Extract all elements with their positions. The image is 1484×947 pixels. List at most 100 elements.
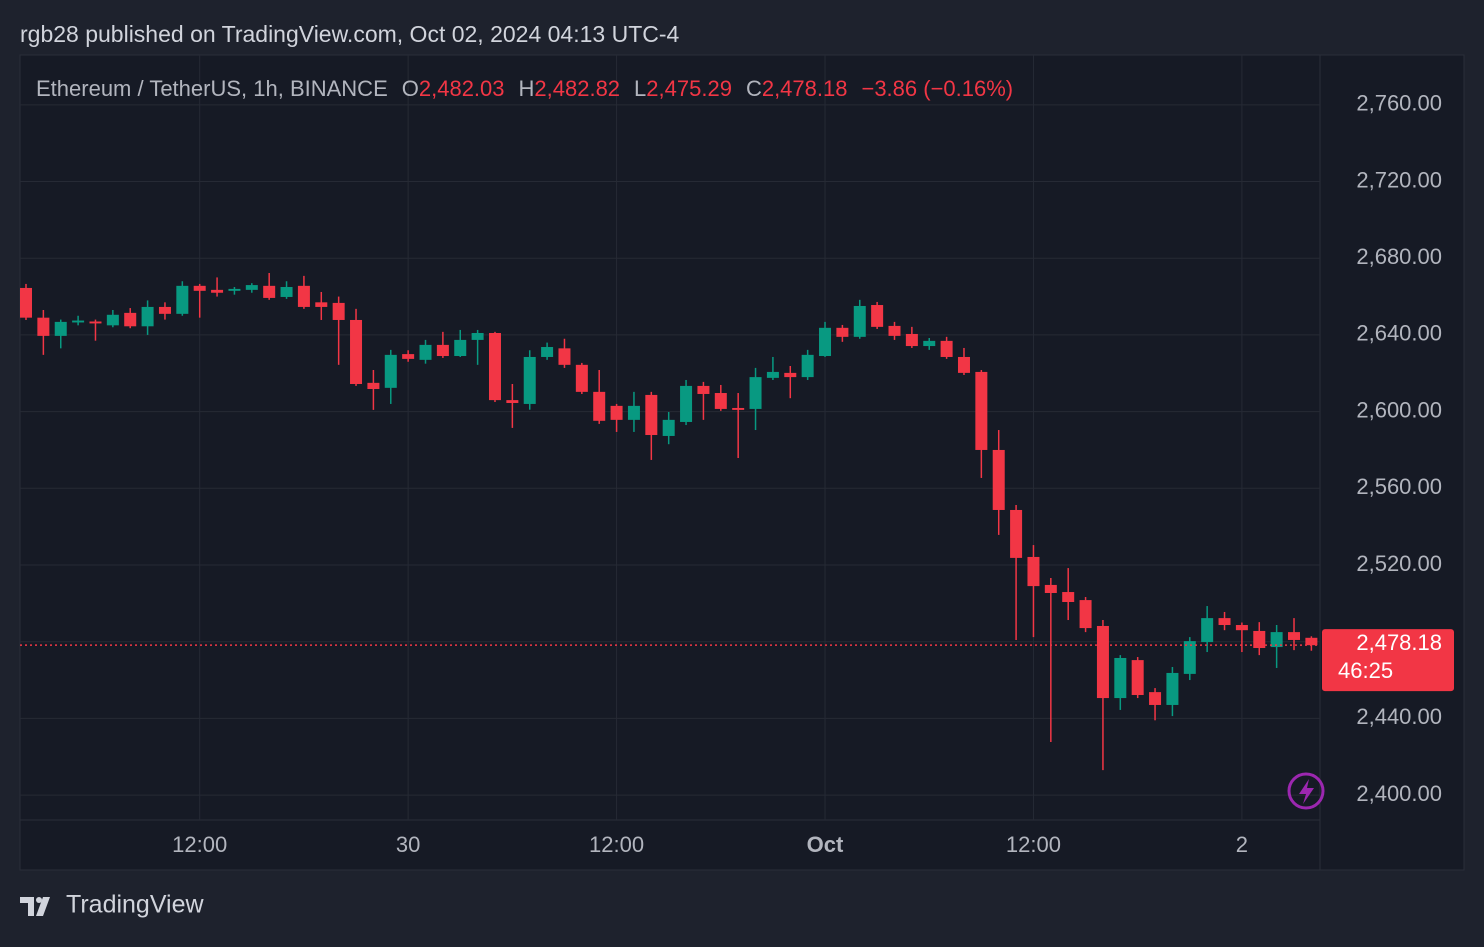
logo-mark (20, 897, 50, 916)
candle-body (1218, 618, 1231, 626)
candle-body (37, 317, 50, 336)
candle-body (1114, 657, 1127, 699)
brand-logo (20, 897, 50, 916)
alert-circle (1287, 772, 1325, 810)
y-tick-label: 2,720.00 (1356, 167, 1442, 192)
candle-body (20, 287, 32, 318)
candle-body (575, 364, 588, 392)
candle-body (72, 320, 85, 323)
candle-body (680, 385, 693, 422)
candle-body (1201, 618, 1214, 643)
candle-body (89, 321, 102, 324)
candle-body (211, 289, 224, 293)
candle-body (853, 305, 866, 337)
candle-body (263, 285, 276, 298)
candle-body (1131, 660, 1144, 695)
candle-body (1166, 672, 1179, 705)
candle-body (1270, 632, 1283, 648)
candle-body (1079, 600, 1092, 629)
candle-body (992, 449, 1005, 510)
candle-body (245, 285, 258, 290)
candle-body (384, 354, 397, 388)
candle-body (176, 285, 189, 314)
logo-dot (36, 897, 42, 903)
candle-body (1305, 637, 1318, 646)
ohlc-label: L (634, 76, 646, 101)
candle-body (871, 305, 884, 327)
candle-body (419, 344, 432, 360)
candle-body (471, 333, 484, 340)
candle-body (558, 348, 571, 365)
candle-body (1027, 556, 1040, 587)
ohlc-value: 2,482.03 (419, 76, 505, 101)
x-tick-label: 2 (1236, 832, 1248, 857)
ohlc-value: 2,475.29 (646, 76, 732, 101)
alert-icon (1287, 772, 1325, 810)
ohlc-label: C (746, 76, 762, 101)
chart-frame (19, 54, 1465, 871)
candle-body (714, 393, 727, 409)
candle-body (1235, 625, 1248, 631)
ohlc-value: 2,478.18 (762, 76, 848, 101)
candle-body (1149, 692, 1162, 705)
y-tick-label: 2,760.00 (1356, 91, 1442, 116)
candle-body (836, 327, 849, 337)
x-tick-label: Oct (807, 832, 844, 857)
symbol: Ethereum / TetherUS, 1h, BINANCE (36, 76, 388, 101)
candle-body (402, 354, 415, 359)
x-tick-label: 12:00 (172, 832, 227, 857)
candle-body (193, 285, 206, 291)
candle-body (766, 371, 779, 378)
candle-body (610, 405, 623, 420)
candle-body (1288, 632, 1301, 640)
candle-body (1062, 592, 1075, 603)
candle-body (732, 407, 745, 410)
candle-body (436, 344, 449, 357)
candle-body (350, 319, 363, 385)
y-tick-label: 2,600.00 (1356, 397, 1442, 422)
published-line: rgb28 published on TradingView.com, Oct … (20, 21, 680, 47)
y-tick-label: 2,560.00 (1356, 474, 1442, 499)
candle-body (1010, 509, 1023, 558)
candle-body (367, 382, 380, 389)
candle-body (923, 340, 936, 347)
candle-body (454, 339, 467, 357)
x-tick-label: 30 (396, 832, 420, 857)
y-tick-label: 2,680.00 (1356, 244, 1442, 269)
last-price-label: 2,478.18 (1356, 630, 1442, 655)
ohlc-value: 2,482.82 (534, 76, 620, 101)
candle-body (957, 356, 970, 373)
candle-body (506, 400, 519, 403)
candle-body (1096, 625, 1109, 699)
candle-body (819, 327, 832, 357)
candle-body (940, 340, 953, 357)
brand-name: TradingView (66, 891, 205, 919)
candle-body (801, 354, 814, 378)
candle-body (228, 288, 241, 291)
candle-body (905, 333, 918, 347)
candle-body (280, 286, 293, 297)
candle-body (54, 321, 67, 336)
candle-body (124, 312, 137, 327)
candle-body (784, 372, 797, 378)
legend-line: Ethereum / TetherUS, 1h, BINANCE O2,482.0… (36, 76, 1013, 101)
candles (20, 272, 1320, 771)
candle-body (158, 306, 171, 314)
ohlc-label: O (402, 76, 419, 101)
ohlc-label: H (519, 76, 535, 101)
candle-body (297, 285, 310, 307)
axis-labels: 2,400.002,440.002,480.002,520.002,560.00… (172, 91, 1454, 857)
candle-body (645, 394, 658, 436)
candle-body (749, 377, 762, 409)
y-tick-label: 2,400.00 (1356, 781, 1442, 806)
y-tick-label: 2,640.00 (1356, 321, 1442, 346)
alert-bolt (1299, 779, 1314, 804)
candle-body (488, 333, 501, 401)
y-tick-label: 2,440.00 (1356, 704, 1442, 729)
candle-body (593, 391, 606, 421)
candle-body (1253, 630, 1266, 649)
candle-body (1044, 584, 1057, 593)
grid (20, 55, 1320, 820)
